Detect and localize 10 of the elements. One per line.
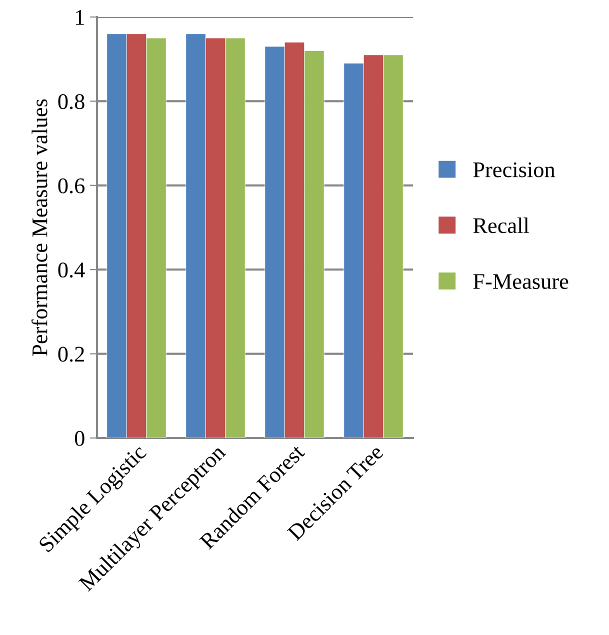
- legend-label: Precision: [473, 162, 556, 178]
- y-axis-title: Performance Measure values: [31, 99, 48, 356]
- y-tick-label: 0.4: [58, 262, 85, 278]
- y-tick-label: 0.8: [58, 94, 84, 110]
- y-tick-label: 0.2: [58, 346, 84, 362]
- y-tick-label: 1: [76, 10, 84, 25]
- y-tick-label: 0: [74, 430, 84, 446]
- legend-label: F-Measure: [473, 274, 568, 289]
- y-tick-label: 0.6: [58, 178, 85, 194]
- legend-label: Recall: [473, 217, 529, 234]
